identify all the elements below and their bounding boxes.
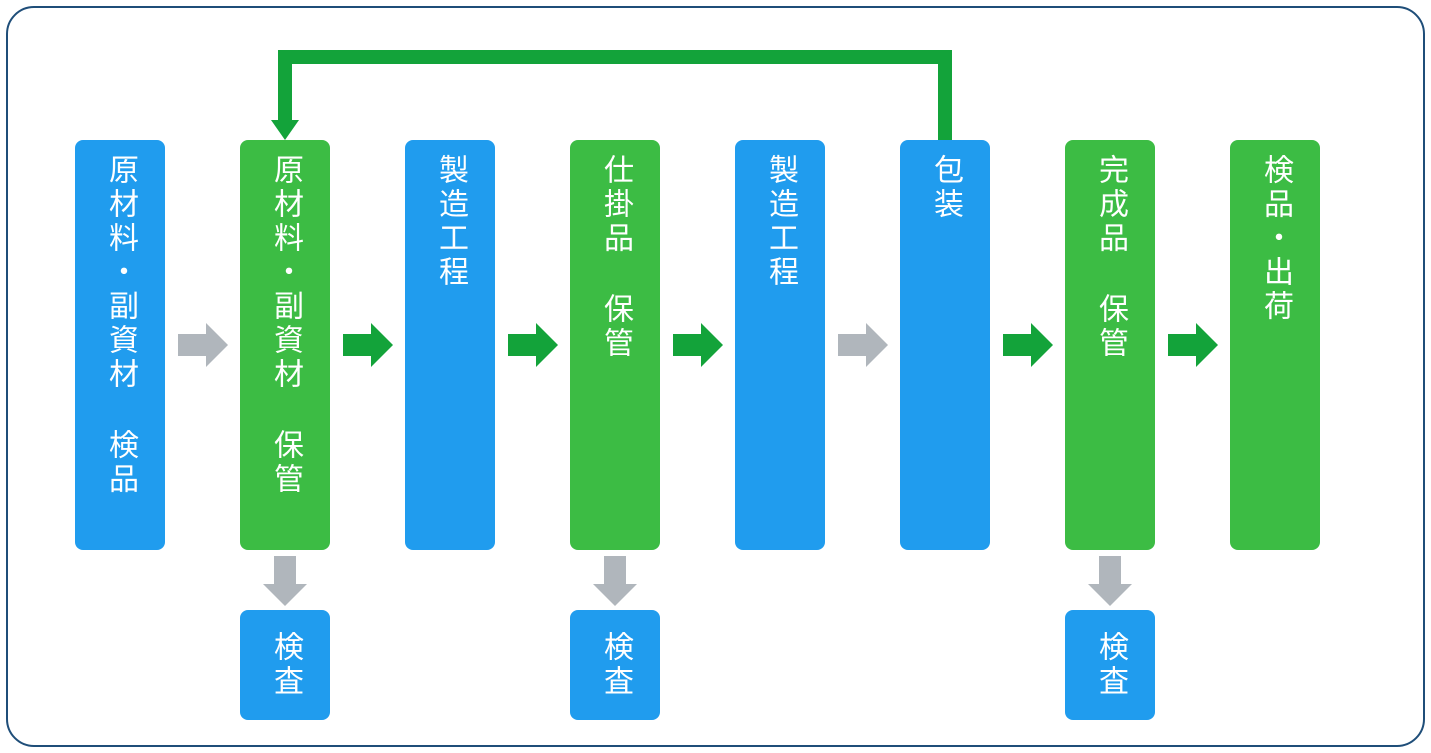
process-box-label: 検品・出荷 [1253, 154, 1297, 324]
process-box-label: 原材料・副資材 検品 [98, 154, 142, 497]
feedback-arrow-segment [278, 50, 952, 64]
flow-arrow-right [178, 323, 228, 367]
flow-arrow-right [508, 323, 558, 367]
inspection-box: 検査 [240, 610, 330, 720]
inspection-box-label: 検査 [1088, 631, 1132, 699]
process-box-label: 仕掛品 保管 [593, 154, 637, 361]
diagram-stage: 原材料・副資材 検品 原材料・副資材 保管 製造工程 仕掛品 保管 製造工程 包装 完成品 … [0, 0, 1431, 753]
feedback-arrow-head [271, 120, 299, 140]
inspection-box-label: 検査 [593, 631, 637, 699]
process-box-step3: 製造工程 [405, 140, 495, 550]
process-box-step8: 検品・出荷 [1230, 140, 1320, 550]
process-box-label: 製造工程 [428, 154, 472, 290]
process-box-step7: 完成品 保管 [1065, 140, 1155, 550]
inspection-box: 検査 [1065, 610, 1155, 720]
flow-arrow-right [838, 323, 888, 367]
feedback-arrow-segment [278, 50, 292, 120]
flow-arrow-down [263, 556, 307, 606]
process-box-step2: 原材料・副資材 保管 [240, 140, 330, 550]
process-box-label: 原材料・副資材 保管 [263, 154, 307, 497]
process-box-label: 製造工程 [758, 154, 802, 290]
flow-arrow-right [343, 323, 393, 367]
flow-arrow-down [1088, 556, 1132, 606]
process-box-step6: 包装 [900, 140, 990, 550]
process-box-step1: 原材料・副資材 検品 [75, 140, 165, 550]
outer-frame [6, 6, 1425, 747]
process-box-step5: 製造工程 [735, 140, 825, 550]
inspection-box-label: 検査 [263, 631, 307, 699]
flow-arrow-right [1003, 323, 1053, 367]
process-box-label: 完成品 保管 [1088, 154, 1132, 361]
flow-arrow-right [1168, 323, 1218, 367]
inspection-box: 検査 [570, 610, 660, 720]
flow-arrow-right [673, 323, 723, 367]
flow-arrow-down [593, 556, 637, 606]
process-box-step4: 仕掛品 保管 [570, 140, 660, 550]
process-box-label: 包装 [923, 154, 967, 222]
